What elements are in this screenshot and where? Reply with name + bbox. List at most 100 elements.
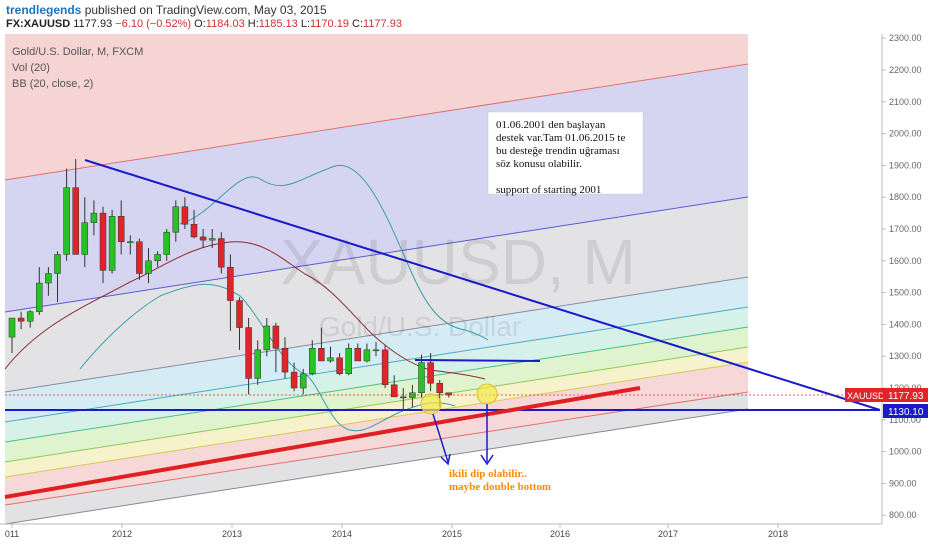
x-tick-label: 2018 [768, 529, 788, 539]
candle-body [436, 382, 443, 394]
candle-body [108, 216, 116, 271]
arrow-head-1 [440, 453, 451, 466]
x-axis[interactable]: 011 2012 2013 2014 2015 2016 2017 2018 [5, 524, 788, 539]
candle-body [245, 327, 252, 379]
channel-line-bottom [4, 408, 749, 524]
support-price-tag-value: 1130.10 [888, 407, 924, 418]
candle-body [318, 348, 325, 362]
candle-body [190, 223, 198, 238]
channel-line-upper [4, 196, 749, 313]
candle-body [400, 396, 407, 399]
candle-body [427, 362, 434, 384]
xauusd-price-tag [845, 388, 895, 402]
arrow-line-1 [432, 413, 449, 463]
note-line: 01.06.2001 den başlayan [496, 119, 606, 131]
xauusd-tag-label: XAUUSD [847, 391, 885, 401]
y-tick-label: 1000.00 [889, 447, 922, 457]
candle-body [72, 187, 79, 255]
candle-body [336, 357, 343, 374]
candle-body [163, 231, 170, 255]
candle-body [309, 348, 316, 374]
double-bottom-text: ikili dip olabilir..maybe double bottom [449, 468, 551, 493]
y-tick-label: 1900.00 [889, 160, 922, 170]
channel-line-mid5 [4, 361, 749, 478]
double-bottom-line: maybe double bottom [449, 481, 551, 493]
descending-trendline [84, 159, 881, 411]
y-axis[interactable]: 2300.00 2200.00 2100.00 2000.00 1900.00 1800.… [882, 34, 922, 520]
candle-body [36, 282, 43, 312]
candle-body [254, 349, 261, 379]
candle-body [381, 349, 389, 386]
x-tick-label: 2015 [442, 529, 462, 539]
candle-body [81, 222, 89, 255]
x-tick-label: 2017 [658, 529, 678, 539]
price-change: −6.10 (−0.52%) [115, 18, 192, 30]
channel-band-top [5, 34, 748, 180]
channel-band-bottom [5, 392, 748, 524]
channel-line-mid1 [4, 276, 749, 393]
low-label: L: [300, 18, 310, 30]
open-value: 1184.03 [205, 18, 245, 30]
close-value: 1177.93 [363, 18, 402, 30]
channel-band-yellow [5, 347, 748, 477]
double-bottom-line: ikili dip olabilir.. [449, 468, 527, 480]
high-label: H: [247, 18, 259, 30]
y-tick-label: 1700.00 [889, 224, 922, 234]
channel-line-mid3 [4, 326, 749, 443]
author-link[interactable]: trendlegends [6, 3, 82, 17]
support-price-tag [883, 404, 928, 418]
candle-body [117, 216, 125, 242]
candle-body [54, 254, 61, 274]
x-tick-label: 011 [5, 529, 19, 539]
candle-body [172, 206, 180, 233]
watermark-symbol: XAUUSD, M [280, 226, 636, 298]
y-tick-label: 1500.00 [889, 288, 922, 298]
y-tick-label: 2100.00 [889, 97, 922, 107]
candle-body [26, 311, 34, 322]
note-line: söz konusu olabilir. [496, 158, 582, 170]
candle-body [354, 348, 362, 362]
open-label: O: [194, 18, 206, 30]
candle-body [90, 212, 98, 223]
note-line: destek var.Tam 01.06.2015 te [496, 132, 625, 144]
legend-title: Gold/U.S. Dollar, M, FXCM [12, 46, 143, 58]
candle-body [281, 348, 289, 373]
y-tick-label: 1300.00 [889, 351, 922, 361]
price-chart[interactable]: XAUUSD, M Gold/U.S. Dollar 01.06.2001 de… [0, 34, 932, 550]
chart-plot-area: XAUUSD, M Gold/U.S. Dollar 01.06.2001 de… [4, 34, 881, 524]
last-price-tag [883, 388, 928, 402]
candle-body [208, 238, 216, 241]
close-label: C: [352, 18, 364, 30]
channel-band-gray [5, 197, 748, 392]
symbol-label[interactable]: FX:XAUUSD [6, 18, 71, 30]
candle-body [218, 238, 225, 268]
channel-band-teal [5, 307, 748, 442]
candle-body [181, 206, 189, 225]
candle-body [227, 266, 234, 301]
y-tick-label: 2000.00 [889, 129, 922, 139]
channel-line-mid2 [4, 306, 749, 423]
candle-body [327, 357, 334, 362]
note-line: bu desteğe trendin uğraması [496, 145, 620, 157]
last-price: 1177.93 [73, 18, 113, 30]
candle-body [299, 373, 307, 389]
legend-vol: Vol (20) [12, 62, 50, 74]
x-tick-label: 2016 [550, 529, 570, 539]
candle-body [345, 348, 352, 374]
candle-body [8, 317, 16, 338]
candle-body [45, 273, 52, 284]
y-tick-label: 1100.00 [889, 415, 921, 425]
candle-body [290, 371, 298, 389]
high-value: 1185.13 [258, 18, 298, 30]
candle-body [99, 212, 107, 271]
y-tick-label: 2300.00 [889, 34, 922, 43]
low-value: 1170.19 [310, 18, 349, 30]
double-bottom-circle-2 [476, 383, 498, 405]
legend-bb: BB (20, close, 2) [12, 78, 93, 90]
y-tick-label: 1600.00 [889, 256, 922, 266]
candle-body [390, 384, 398, 398]
candle-body [272, 325, 280, 349]
candles-group [8, 159, 453, 411]
candle-body [445, 392, 453, 396]
